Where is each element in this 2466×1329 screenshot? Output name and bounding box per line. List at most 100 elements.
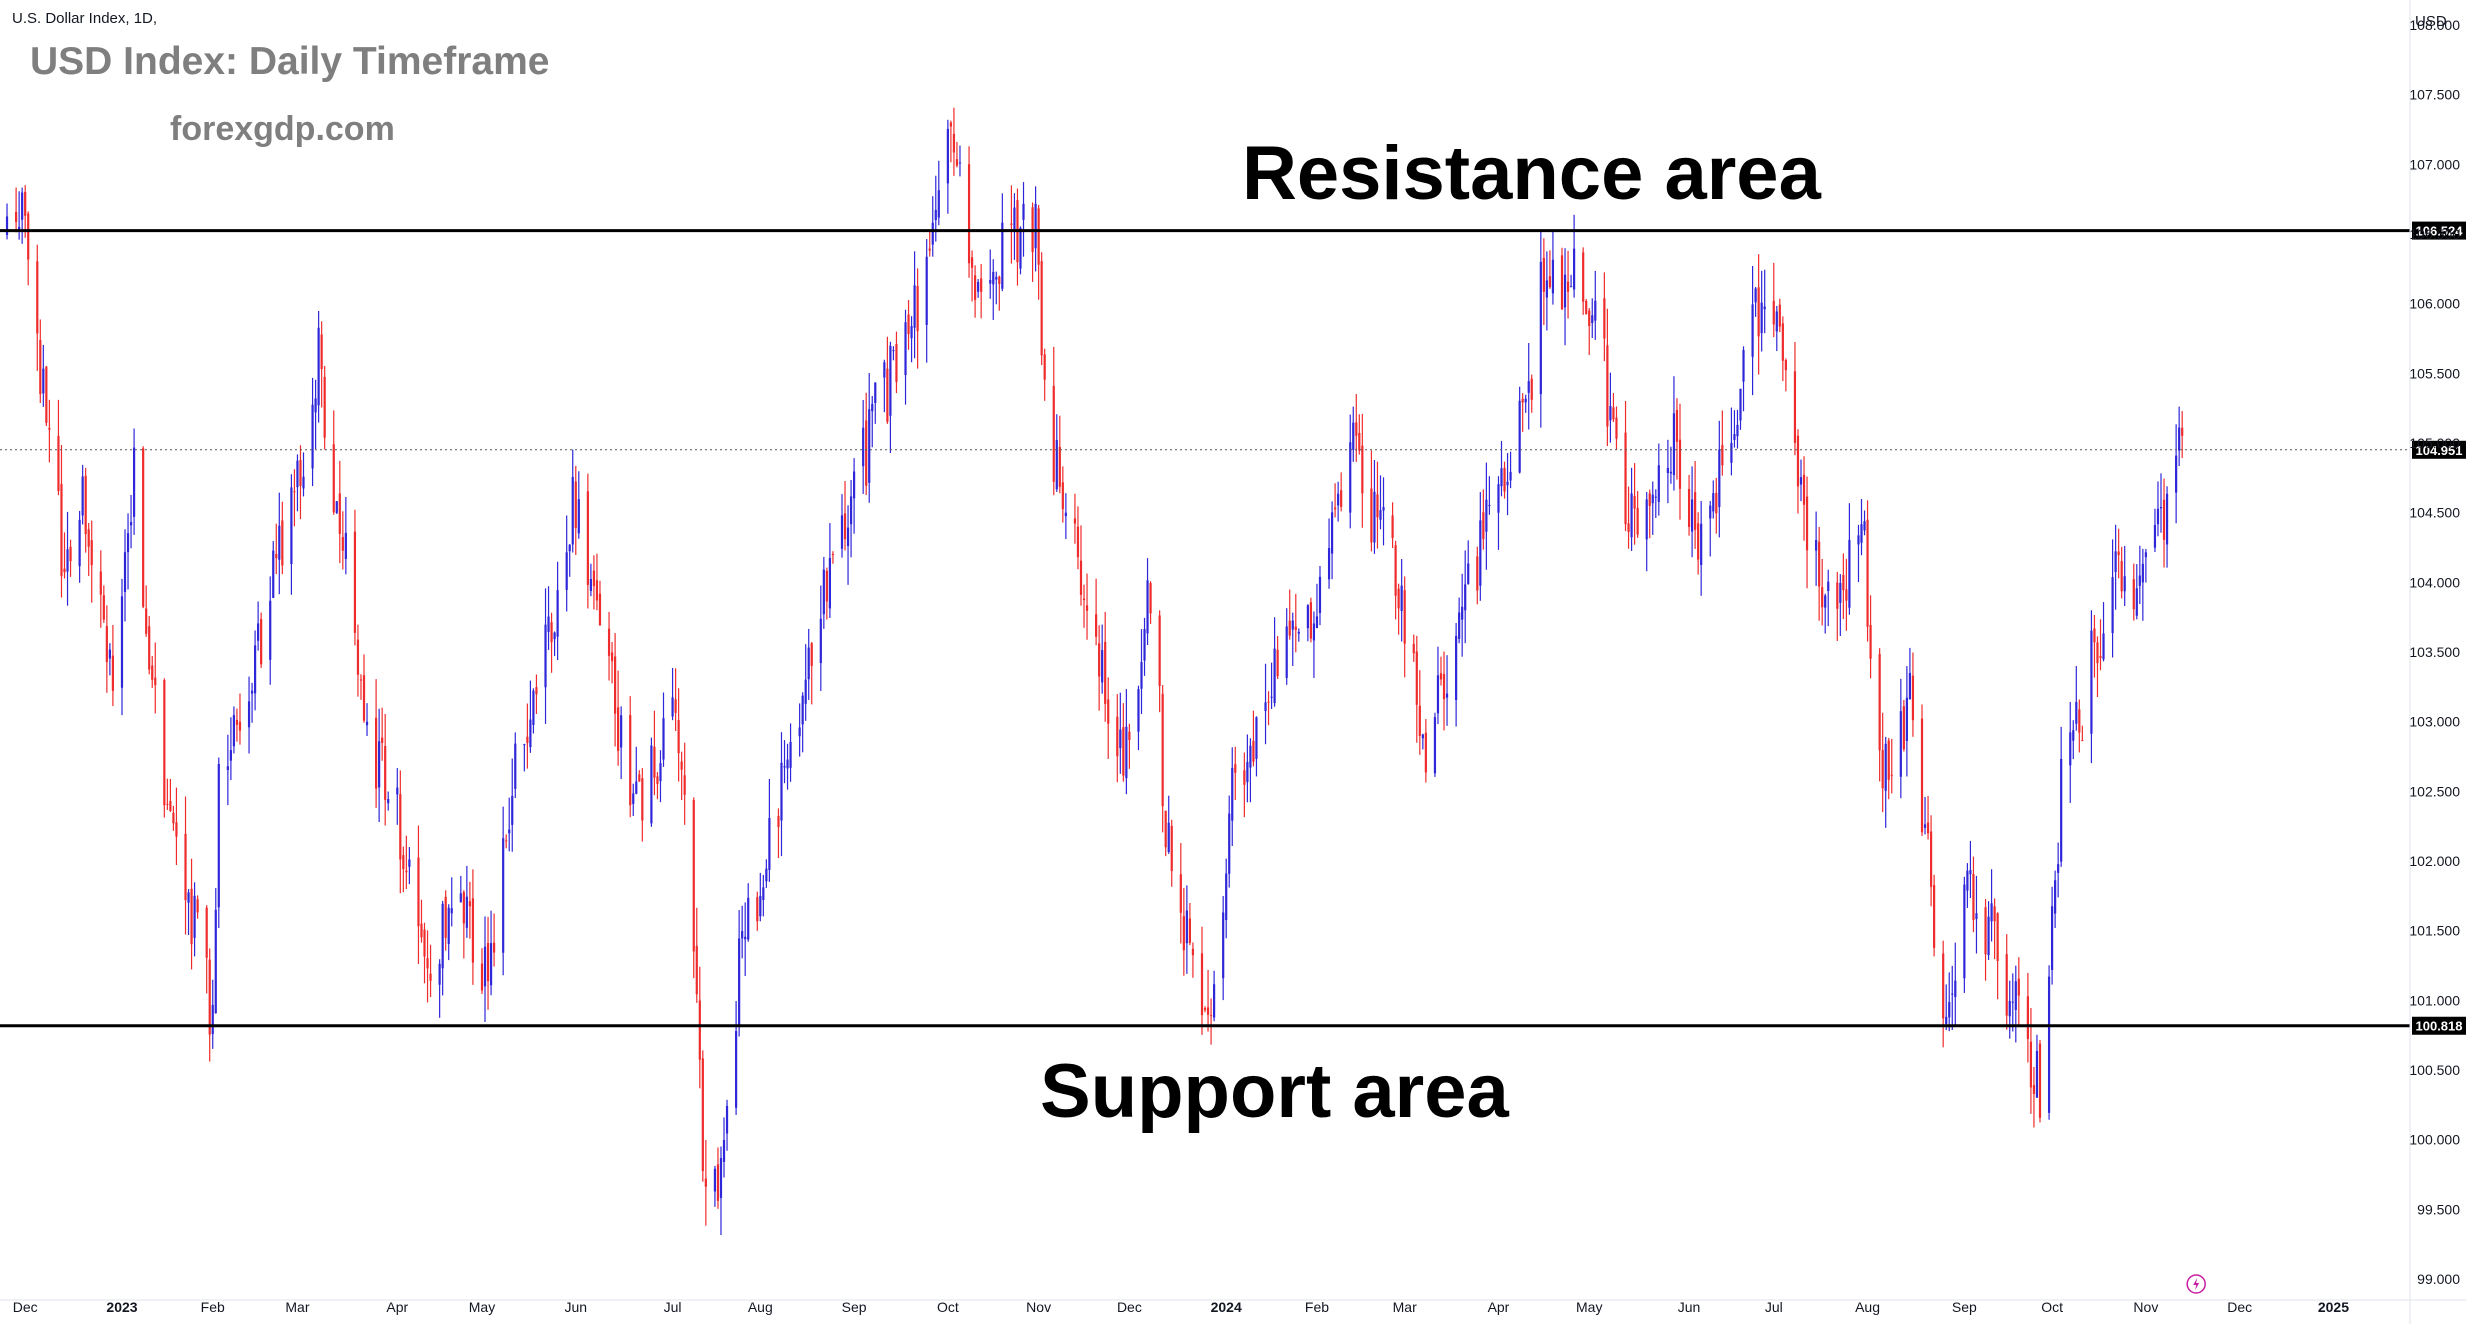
candle-body — [420, 923, 423, 938]
candle-body — [145, 608, 148, 634]
candle-body — [535, 687, 538, 695]
candle-body — [27, 213, 30, 260]
candle-body — [780, 762, 783, 821]
candle-body — [1010, 223, 1013, 225]
candle — [1527, 343, 1530, 430]
candle — [57, 399, 60, 496]
candle — [1016, 188, 1019, 286]
candle-body — [1627, 523, 1630, 532]
candle-body — [335, 501, 338, 513]
candle-body — [1461, 606, 1464, 620]
y-tick-label: 105.500 — [2409, 365, 2460, 381]
candle-body — [1654, 496, 1657, 498]
candle — [129, 494, 133, 549]
candle-body — [2181, 427, 2184, 436]
candle — [438, 959, 441, 1018]
candle — [1784, 358, 1787, 392]
candle-body — [2123, 576, 2126, 592]
candle — [1421, 733, 1424, 750]
candle-body — [1185, 910, 1188, 944]
candle-body — [1736, 424, 1739, 437]
candle-body — [1140, 662, 1143, 689]
candle — [293, 469, 296, 527]
candle-body — [1170, 825, 1173, 872]
candle — [1073, 493, 1077, 544]
candle-body — [375, 717, 378, 789]
candle — [384, 713, 387, 826]
candle — [1990, 869, 1993, 942]
candle-body — [701, 1058, 704, 1172]
event-lightning-icon[interactable] — [2186, 1274, 2206, 1294]
candle-body — [296, 460, 299, 488]
x-tick-label: Aug — [748, 1299, 773, 1315]
candle-body — [187, 892, 190, 903]
candle — [1479, 492, 1482, 601]
candle — [571, 449, 574, 553]
candle-body — [967, 164, 971, 264]
candle-body — [441, 903, 444, 969]
candle-body — [1146, 580, 1149, 634]
candle — [1657, 443, 1660, 516]
candle — [1309, 597, 1313, 643]
candle — [1497, 476, 1500, 550]
candle — [1993, 898, 1996, 960]
candle — [1276, 636, 1279, 679]
candle-body — [1276, 649, 1279, 677]
candle-body — [1920, 718, 1924, 833]
candle — [60, 444, 63, 598]
candle — [1182, 887, 1185, 976]
x-tick-label: Dec — [2227, 1299, 2252, 1315]
candle-body — [949, 122, 953, 127]
candle — [1455, 623, 1458, 727]
candle — [828, 523, 831, 618]
candle-body — [2162, 499, 2166, 540]
x-tick-label: Mar — [1393, 1299, 1417, 1315]
candle — [1923, 796, 1927, 835]
candle-body — [365, 721, 369, 726]
candle-body — [5, 216, 9, 235]
candle — [895, 331, 898, 394]
candle-body — [1569, 286, 1573, 288]
candle — [1267, 691, 1270, 726]
candle — [801, 692, 804, 753]
candle — [722, 1117, 726, 1178]
candle — [5, 203, 9, 240]
candle-body — [214, 909, 217, 1014]
candle — [852, 458, 856, 534]
candle — [311, 377, 314, 487]
candle — [447, 904, 450, 961]
candle — [1034, 186, 1037, 272]
candle-body — [438, 963, 441, 985]
candle — [1548, 250, 1552, 289]
candle — [1055, 414, 1058, 492]
candle-body — [1821, 587, 1824, 608]
candle — [1149, 581, 1152, 624]
candle — [1633, 463, 1636, 545]
candle — [1929, 815, 1933, 907]
candle-body — [977, 282, 980, 292]
candle — [465, 865, 468, 938]
candle — [592, 555, 596, 610]
y-tick-label: 104.500 — [2409, 505, 2460, 521]
candle-body — [471, 898, 475, 963]
time-axis: Dec 2023 Feb Mar Apr May Jun Jul Aug Sep Oct Nov Dec… — [13, 1299, 2350, 1315]
candle-body — [1213, 984, 1216, 1018]
candle-body — [1591, 315, 1594, 324]
price-tag: 106.524 — [2416, 224, 2464, 239]
candle — [617, 670, 620, 766]
candle — [1630, 467, 1633, 551]
candle-body — [744, 936, 747, 940]
candle-body — [489, 943, 493, 986]
candle — [1249, 738, 1252, 803]
candle-body — [2057, 864, 2060, 873]
candle — [825, 567, 828, 620]
candle-body — [60, 483, 63, 577]
candle — [1288, 589, 1291, 640]
candle — [163, 678, 166, 818]
candle — [278, 492, 281, 595]
candle — [1887, 737, 1890, 800]
candle-body — [862, 427, 865, 467]
candle — [958, 145, 962, 177]
candle-body — [1669, 471, 1673, 474]
